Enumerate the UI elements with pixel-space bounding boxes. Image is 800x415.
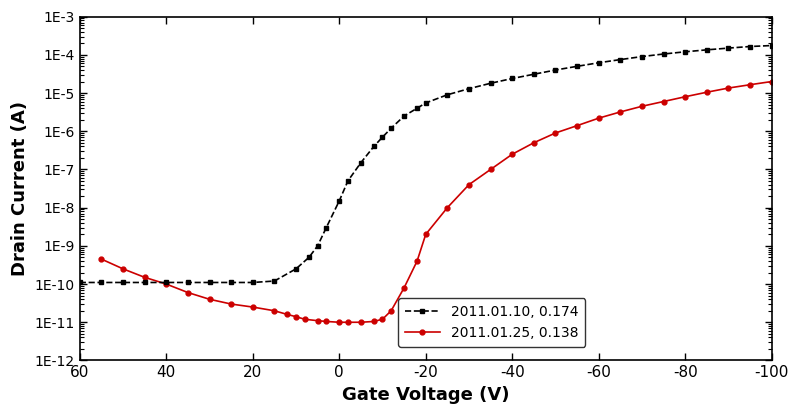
2011.01.10, 0.174: [313, 243, 322, 248]
2011.01.25, 0.138: [378, 317, 387, 322]
Line: 2011.01.25, 0.138: 2011.01.25, 0.138: [99, 79, 774, 325]
2011.01.10, 0.174: [75, 280, 85, 285]
2011.01.25, 0.138: [637, 104, 646, 109]
2011.01.10, 0.174: [529, 72, 538, 77]
2011.01.10, 0.174: [378, 134, 387, 139]
2011.01.10, 0.174: [248, 280, 258, 285]
2011.01.25, 0.138: [702, 90, 712, 95]
2011.01.25, 0.138: [226, 302, 236, 307]
2011.01.25, 0.138: [282, 312, 292, 317]
2011.01.25, 0.138: [369, 319, 378, 324]
2011.01.25, 0.138: [386, 308, 396, 313]
2011.01.25, 0.138: [140, 275, 150, 280]
2011.01.25, 0.138: [322, 319, 331, 324]
2011.01.10, 0.174: [270, 278, 279, 283]
2011.01.25, 0.138: [421, 232, 430, 237]
2011.01.10, 0.174: [140, 280, 150, 285]
2011.01.10, 0.174: [767, 43, 777, 48]
2011.01.10, 0.174: [118, 280, 128, 285]
2011.01.25, 0.138: [615, 110, 625, 115]
2011.01.10, 0.174: [356, 160, 366, 165]
X-axis label: Gate Voltage (V): Gate Voltage (V): [342, 386, 510, 404]
2011.01.10, 0.174: [399, 114, 409, 119]
2011.01.10, 0.174: [550, 68, 560, 73]
Legend: 2011.01.10, 0.174, 2011.01.25, 0.138: 2011.01.10, 0.174, 2011.01.25, 0.138: [398, 298, 586, 347]
2011.01.10, 0.174: [681, 49, 690, 54]
2011.01.10, 0.174: [183, 280, 193, 285]
2011.01.25, 0.138: [300, 317, 310, 322]
2011.01.25, 0.138: [399, 285, 409, 290]
2011.01.10, 0.174: [464, 86, 474, 91]
2011.01.25, 0.138: [746, 82, 755, 87]
2011.01.25, 0.138: [529, 140, 538, 145]
2011.01.25, 0.138: [356, 320, 366, 325]
2011.01.25, 0.138: [658, 99, 668, 104]
2011.01.10, 0.174: [205, 280, 214, 285]
2011.01.25, 0.138: [442, 205, 452, 210]
2011.01.10, 0.174: [226, 280, 236, 285]
2011.01.10, 0.174: [369, 144, 378, 149]
2011.01.10, 0.174: [343, 178, 353, 183]
2011.01.25, 0.138: [412, 259, 422, 264]
2011.01.25, 0.138: [767, 79, 777, 84]
2011.01.10, 0.174: [507, 76, 517, 81]
2011.01.25, 0.138: [486, 167, 495, 172]
2011.01.25, 0.138: [724, 85, 734, 90]
2011.01.25, 0.138: [550, 130, 560, 135]
2011.01.10, 0.174: [162, 280, 171, 285]
2011.01.25, 0.138: [343, 320, 353, 325]
2011.01.10, 0.174: [386, 126, 396, 131]
2011.01.10, 0.174: [97, 280, 106, 285]
2011.01.10, 0.174: [572, 64, 582, 69]
2011.01.10, 0.174: [291, 266, 301, 271]
Line: 2011.01.10, 0.174: 2011.01.10, 0.174: [78, 43, 774, 285]
2011.01.25, 0.138: [248, 305, 258, 310]
2011.01.25, 0.138: [334, 320, 344, 325]
2011.01.10, 0.174: [746, 44, 755, 49]
2011.01.25, 0.138: [118, 266, 128, 271]
2011.01.25, 0.138: [162, 281, 171, 286]
2011.01.25, 0.138: [291, 314, 301, 319]
2011.01.10, 0.174: [615, 57, 625, 62]
2011.01.10, 0.174: [724, 46, 734, 51]
2011.01.25, 0.138: [205, 297, 214, 302]
2011.01.10, 0.174: [412, 106, 422, 111]
2011.01.10, 0.174: [594, 60, 603, 65]
Y-axis label: Drain Current (A): Drain Current (A): [11, 101, 29, 276]
2011.01.10, 0.174: [304, 255, 314, 260]
2011.01.10, 0.174: [334, 198, 344, 203]
2011.01.25, 0.138: [594, 116, 603, 121]
2011.01.10, 0.174: [486, 81, 495, 86]
2011.01.25, 0.138: [464, 182, 474, 187]
2011.01.25, 0.138: [681, 94, 690, 99]
2011.01.25, 0.138: [270, 308, 279, 313]
2011.01.10, 0.174: [322, 225, 331, 230]
2011.01.10, 0.174: [658, 51, 668, 56]
2011.01.10, 0.174: [702, 47, 712, 52]
2011.01.25, 0.138: [97, 256, 106, 261]
2011.01.10, 0.174: [442, 92, 452, 97]
2011.01.25, 0.138: [507, 152, 517, 157]
2011.01.10, 0.174: [637, 54, 646, 59]
2011.01.10, 0.174: [421, 100, 430, 105]
2011.01.25, 0.138: [572, 123, 582, 128]
2011.01.25, 0.138: [183, 290, 193, 295]
2011.01.25, 0.138: [313, 318, 322, 323]
